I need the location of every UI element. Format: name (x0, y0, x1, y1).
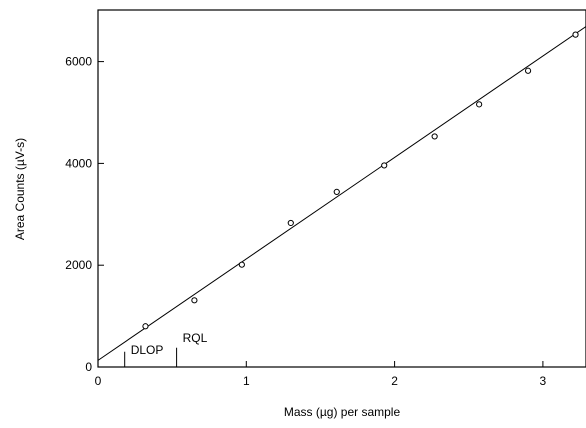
y-axis-title: Area Counts (µV-s) (13, 138, 27, 240)
x-axis-title: Mass (µg) per sample (284, 405, 401, 419)
data-point (287, 219, 294, 227)
plot-frame (97, 9, 586, 368)
x-tick-label: 3 (540, 374, 547, 388)
data-point (142, 323, 149, 330)
data-point (476, 101, 483, 108)
data-point (431, 133, 438, 140)
x-axis-ticks: 0 1 2 3 (95, 361, 547, 388)
x-tick-label: 2 (391, 374, 398, 388)
annotation-label: DLOP (131, 343, 164, 357)
y-tick-label: 6000 (65, 55, 92, 69)
annotations: DLOP RQL (124, 331, 208, 367)
data-point (572, 31, 579, 38)
data-point (381, 162, 388, 169)
x-tick-label: 1 (243, 374, 250, 388)
fit-line-group (97, 26, 586, 361)
y-tick-label: 0 (85, 360, 92, 374)
y-tick-label: 4000 (65, 156, 92, 170)
data-point (191, 297, 198, 304)
data-point (524, 67, 532, 74)
data-point (238, 261, 245, 268)
x-tick-label: 0 (95, 374, 102, 388)
data-point (333, 188, 340, 196)
fit-line (97, 26, 586, 361)
y-axis-ticks: 0 2000 4000 6000 (65, 55, 104, 374)
annotation-label: RQL (183, 331, 208, 345)
y-tick-label: 2000 (65, 258, 92, 272)
data-points (142, 31, 579, 330)
